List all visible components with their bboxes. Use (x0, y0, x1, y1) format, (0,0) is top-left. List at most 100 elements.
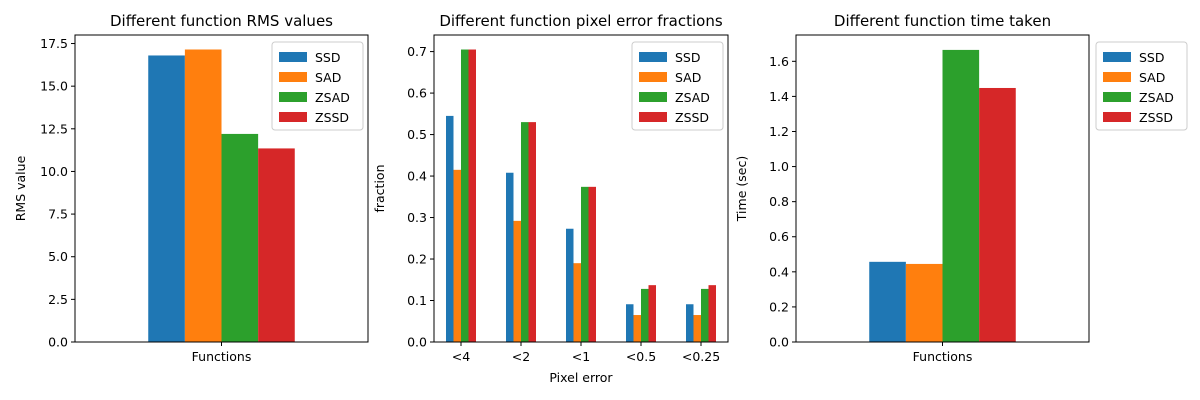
legend-label-sad: SAD (1139, 70, 1165, 85)
bar-zssd-1 (468, 49, 476, 343)
y-tick-label: 2.5 (48, 292, 68, 307)
legend-swatch-sad (1103, 72, 1131, 82)
x-tick-label: <0.5 (626, 349, 656, 364)
y-tick-label: 0.3 (407, 210, 427, 225)
y-tick-label: 0.6 (769, 229, 789, 244)
bar-zssd-4 (648, 285, 656, 342)
y-tick-label: 12.5 (40, 121, 68, 136)
chart-panel-2: 0.0 0.1 0.2 0.3 0.4 0.5 0.6 0.7 <4 <2 <1 <0.5 <0.25 D… (372, 12, 729, 385)
x-tick-label: <4 (452, 349, 470, 364)
bar-ssd-1 (148, 55, 185, 342)
bar-ssd-2 (506, 172, 514, 342)
legend: SSD SAD ZSAD ZSSD (1095, 41, 1188, 131)
chart-panel-3: 0.0 0.2 0.4 0.6 0.8 1.0 1.2 1.4 1.6 Functions Diff… (734, 12, 1188, 364)
x-tick-label: <1 (572, 349, 590, 364)
y-tick-label: 0.4 (407, 169, 427, 184)
chart-title: Different function RMS values (110, 12, 333, 30)
y-tick-label: 15.0 (40, 79, 68, 94)
legend-label-zsad: ZSAD (1139, 90, 1174, 105)
x-tick-label: Functions (913, 349, 973, 364)
bar-zsad-2 (521, 122, 529, 343)
y-tick-label: 0.8 (769, 194, 789, 209)
y-tick-label: 1.6 (769, 54, 789, 69)
legend-box (271, 41, 364, 131)
y-tick-label: 0.0 (407, 335, 427, 350)
y-axis-label: Time (sec) (734, 156, 749, 222)
bar-zsad-4 (641, 288, 649, 342)
bar-sad-1 (905, 263, 943, 342)
bar-ssd-3 (566, 228, 574, 342)
legend-label-sad: SAD (675, 70, 701, 85)
legend: SSD SAD ZSAD ZSSD (271, 41, 364, 131)
x-axis-label: Pixel error (549, 370, 613, 385)
y-tick-label: 0.0 (769, 335, 789, 350)
legend-label-zsad: ZSAD (315, 90, 350, 105)
legend-label-ssd: SSD (675, 50, 701, 65)
legend-swatch-zssd (639, 112, 667, 122)
y-tick-label: 0.6 (407, 86, 427, 101)
legend-swatch-sad (279, 72, 307, 82)
y-axis-label: fraction (372, 164, 387, 212)
legend-label-ssd: SSD (1139, 50, 1165, 65)
legend-label-zssd: ZSSD (675, 110, 709, 125)
legend-swatch-zssd (1103, 112, 1131, 122)
legend-swatch-sad (639, 72, 667, 82)
bar-sad-4 (633, 315, 641, 342)
y-tick-label: 0.7 (407, 44, 427, 59)
bar-sad-3 (573, 263, 581, 342)
legend-swatch-zsad (639, 92, 667, 102)
y-tick-label: 1.4 (769, 89, 789, 104)
legend-label-sad: SAD (315, 70, 341, 85)
bar-zssd-2 (528, 122, 536, 343)
y-tick-label: 17.5 (40, 36, 68, 51)
legend-box (631, 41, 724, 131)
bar-zsad-5 (701, 288, 709, 342)
legend-box (1095, 41, 1188, 131)
legend-label-zssd: ZSSD (315, 110, 349, 125)
legend: SSD SAD ZSAD ZSSD (631, 41, 724, 131)
legend-swatch-zssd (279, 112, 307, 122)
legend-label-zsad: ZSAD (675, 90, 710, 105)
bar-zsad-1 (221, 133, 259, 342)
y-axis-label: RMS value (13, 155, 28, 221)
bar-ssd-1 (446, 115, 454, 343)
y-tick-label: 7.5 (48, 207, 68, 222)
bar-zssd-1 (258, 148, 295, 342)
bar-sad-1 (184, 49, 222, 342)
legend-label-zssd: ZSSD (1139, 110, 1173, 125)
legend-swatch-ssd (1103, 52, 1131, 62)
legend-swatch-zsad (1103, 92, 1131, 102)
bar-zsad-3 (581, 186, 589, 342)
bar-zssd-3 (588, 186, 596, 342)
y-tick-label: 5.0 (48, 249, 68, 264)
bar-sad-2 (513, 220, 521, 342)
y-tick-label: 0.2 (769, 299, 789, 314)
bar-zsad-1 (461, 49, 469, 343)
y-tick-label: 0.1 (407, 293, 427, 308)
bar-zssd-1 (979, 87, 1016, 342)
bar-zssd-5 (708, 285, 716, 342)
y-tick-label: 0.5 (407, 127, 427, 142)
chart-title: Different function time taken (834, 12, 1051, 30)
chart-panel-1: 0.0 2.5 5.0 7.5 10.0 12.5 15.0 17.5 Functions Dif… (13, 12, 369, 364)
bar-ssd-1 (869, 261, 906, 342)
y-tick-label: 0.4 (769, 264, 789, 279)
y-tick-label: 1.0 (769, 159, 789, 174)
y-tick-label: 0.0 (48, 335, 68, 350)
x-tick-label: Functions (192, 349, 252, 364)
legend-swatch-ssd (279, 52, 307, 62)
bar-ssd-5 (686, 304, 694, 342)
x-tick-label: <0.25 (682, 349, 720, 364)
y-tick-label: 0.2 (407, 252, 427, 267)
x-tick-label: <2 (512, 349, 530, 364)
chart-title: Different function pixel error fractions (439, 12, 723, 30)
legend-swatch-zsad (279, 92, 307, 102)
bar-sad-1 (453, 169, 461, 342)
y-tick-label: 10.0 (40, 164, 68, 179)
bar-ssd-4 (626, 304, 634, 342)
bar-zsad-1 (942, 49, 980, 342)
bar-sad-5 (693, 315, 701, 342)
legend-swatch-ssd (639, 52, 667, 62)
y-tick-label: 1.2 (769, 124, 789, 139)
